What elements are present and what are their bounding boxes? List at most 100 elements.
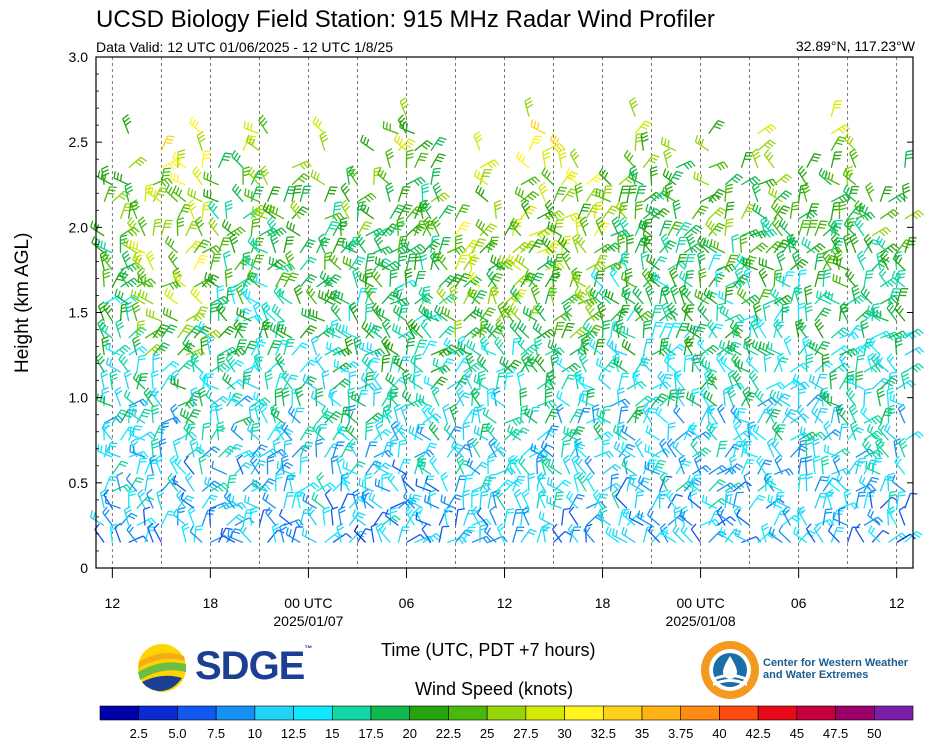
wind-barb xyxy=(497,301,507,322)
y-tick-label: 3.0 xyxy=(69,49,89,65)
wind-barb xyxy=(552,321,565,339)
colorbar-swatch xyxy=(409,705,449,721)
y-tick-label: 2.5 xyxy=(69,134,89,150)
wind-barb xyxy=(838,200,847,219)
wind-barb xyxy=(805,438,813,458)
wind-barb xyxy=(672,439,685,458)
wind-barb xyxy=(332,201,343,219)
wind-barb xyxy=(201,494,218,509)
wind-barb xyxy=(203,375,219,390)
wind-barb xyxy=(475,184,489,203)
wind-barb xyxy=(471,438,481,458)
wind-barb xyxy=(898,437,908,458)
wind-barb xyxy=(565,167,579,186)
wind-barb xyxy=(299,359,318,373)
wind-barb xyxy=(498,254,513,271)
wind-barb xyxy=(896,287,909,305)
wind-barb xyxy=(830,526,845,543)
wind-barb xyxy=(512,427,530,441)
wind-barb xyxy=(242,314,263,323)
wind-barb xyxy=(449,284,459,305)
wind-barb xyxy=(393,403,402,424)
wind-barb xyxy=(553,311,573,322)
wind-barb xyxy=(344,406,358,424)
wind-barb xyxy=(158,438,167,458)
wind-barb xyxy=(475,218,489,237)
wind-barb xyxy=(128,489,136,509)
wind-barb xyxy=(201,509,215,526)
wind-barb xyxy=(440,471,449,492)
wind-barb xyxy=(520,191,540,203)
wind-barb xyxy=(571,272,587,288)
wind-barb xyxy=(379,524,391,543)
wind-barb xyxy=(342,255,358,271)
wind-barb xyxy=(860,286,873,305)
wind-barb xyxy=(530,284,540,305)
wind-barb xyxy=(601,439,610,458)
wind-barb xyxy=(863,233,874,254)
chart-title: UCSD Biology Field Station: 915 MHz Rada… xyxy=(96,6,715,33)
wind-barb xyxy=(752,423,767,441)
colorbar-swatch xyxy=(680,705,720,721)
wind-barb xyxy=(821,455,830,475)
wind-barb xyxy=(698,267,707,288)
wind-barb xyxy=(561,507,571,526)
wind-barb xyxy=(771,200,783,220)
wind-barb xyxy=(555,403,564,424)
wind-barb xyxy=(569,493,585,509)
wind-barb xyxy=(317,289,334,305)
wind-barb xyxy=(706,319,718,339)
colorbar-tick-label: 10 xyxy=(248,726,262,741)
wind-barb xyxy=(659,373,673,390)
wind-barb xyxy=(381,318,392,339)
wind-barb xyxy=(145,250,156,271)
wind-barb xyxy=(675,322,690,339)
wind-barb xyxy=(332,378,352,390)
wind-barb xyxy=(226,443,243,458)
wind-barb xyxy=(904,209,924,220)
wind-barb xyxy=(847,294,867,305)
wind-barb xyxy=(818,388,832,407)
wind-barb xyxy=(516,369,525,390)
wind-barb xyxy=(666,489,677,509)
wind-barb xyxy=(827,218,840,237)
wind-barb xyxy=(706,370,718,390)
x-tick-label: 12 xyxy=(497,595,513,611)
wind-barb xyxy=(601,319,611,339)
wind-barb xyxy=(813,523,824,543)
wind-barb xyxy=(720,355,734,373)
wind-barb xyxy=(167,472,179,492)
wind-barb xyxy=(776,390,791,407)
wind-barb xyxy=(124,182,134,202)
wind-barb xyxy=(389,204,406,220)
wind-barb xyxy=(645,284,655,305)
colorbar-swatch xyxy=(719,705,759,721)
wind-barb xyxy=(209,405,219,424)
wind-barb xyxy=(556,390,571,407)
wind-barb xyxy=(490,284,500,305)
wind-barb xyxy=(767,477,783,492)
wind-barb xyxy=(293,284,303,305)
wind-barb xyxy=(250,218,260,236)
wind-barb xyxy=(628,476,644,492)
wind-barb xyxy=(659,322,674,339)
colorbar-tick-label: 2.5 xyxy=(130,726,148,741)
wind-barb xyxy=(796,404,808,424)
wind-barb xyxy=(397,203,413,220)
wind-barb xyxy=(716,482,737,492)
wind-barb xyxy=(410,355,424,373)
wind-barb xyxy=(521,199,531,220)
wind-barb xyxy=(484,320,497,339)
wind-barb xyxy=(569,148,580,169)
wind-barb xyxy=(111,460,129,475)
wind-barb xyxy=(226,347,247,357)
wind-barb xyxy=(462,421,471,441)
wind-barb xyxy=(541,235,554,254)
wind-barb xyxy=(471,535,492,544)
wind-barb xyxy=(152,342,170,356)
wind-barb xyxy=(356,221,373,237)
wind-barb xyxy=(383,403,393,424)
wind-barb xyxy=(314,353,326,373)
wind-barb xyxy=(385,182,395,202)
wind-barb xyxy=(855,491,867,509)
